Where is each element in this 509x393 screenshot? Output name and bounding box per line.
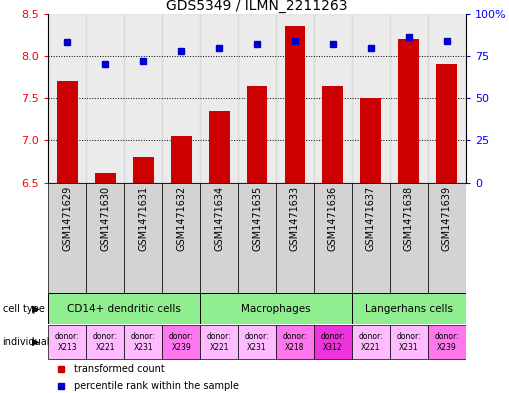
Bar: [436, 64, 457, 183]
Text: GSM1471634: GSM1471634: [214, 186, 224, 251]
Text: donor:
X312: donor: X312: [321, 332, 345, 352]
Text: GSM1471631: GSM1471631: [138, 186, 148, 251]
Text: donor:
X221: donor: X221: [358, 332, 383, 352]
Bar: [314, 183, 352, 293]
Text: GSM1471635: GSM1471635: [252, 186, 262, 251]
Bar: [87, 183, 124, 293]
Bar: [238, 14, 276, 183]
Bar: [390, 183, 428, 293]
Bar: [171, 136, 191, 183]
Bar: [276, 14, 314, 183]
Text: donor:
X218: donor: X218: [282, 332, 307, 352]
Bar: [48, 183, 87, 293]
Text: GSM1471630: GSM1471630: [100, 186, 110, 251]
Text: donor:
X221: donor: X221: [93, 332, 118, 352]
Title: GDS5349 / ILMN_2211263: GDS5349 / ILMN_2211263: [166, 0, 348, 13]
Text: donor:
X231: donor: X231: [131, 332, 156, 352]
Bar: [124, 325, 162, 359]
Text: donor:
X231: donor: X231: [397, 332, 421, 352]
Bar: [124, 14, 162, 183]
Bar: [360, 98, 381, 183]
Text: donor:
X231: donor: X231: [245, 332, 269, 352]
Bar: [390, 325, 428, 359]
Bar: [428, 183, 466, 293]
Text: GSM1471629: GSM1471629: [62, 186, 72, 251]
Bar: [352, 294, 466, 323]
Bar: [124, 183, 162, 293]
Bar: [48, 294, 200, 323]
Text: GSM1471633: GSM1471633: [290, 186, 300, 251]
Text: GSM1471636: GSM1471636: [328, 186, 338, 251]
Bar: [246, 86, 267, 183]
Text: transformed count: transformed count: [74, 364, 164, 374]
Bar: [200, 183, 238, 293]
Text: donor:
X221: donor: X221: [207, 332, 232, 352]
Bar: [200, 294, 352, 323]
Bar: [390, 14, 428, 183]
Bar: [162, 183, 200, 293]
Bar: [285, 26, 305, 183]
Bar: [48, 14, 87, 183]
Bar: [276, 325, 314, 359]
Bar: [399, 39, 419, 183]
Bar: [133, 157, 154, 183]
Text: individual: individual: [3, 337, 50, 347]
Bar: [238, 325, 276, 359]
Bar: [352, 183, 390, 293]
Text: Macrophages: Macrophages: [241, 303, 311, 314]
Bar: [238, 183, 276, 293]
Text: percentile rank within the sample: percentile rank within the sample: [74, 381, 239, 391]
Bar: [87, 14, 124, 183]
Bar: [352, 325, 390, 359]
Bar: [323, 86, 344, 183]
Bar: [57, 81, 78, 183]
Text: donor:
X239: donor: X239: [435, 332, 459, 352]
Text: donor:
X239: donor: X239: [169, 332, 193, 352]
Bar: [314, 325, 352, 359]
Bar: [428, 14, 466, 183]
Text: cell type: cell type: [3, 303, 44, 314]
Bar: [95, 173, 116, 183]
Text: ▶: ▶: [32, 303, 39, 314]
Text: GSM1471639: GSM1471639: [442, 186, 452, 251]
Bar: [200, 325, 238, 359]
Bar: [200, 14, 238, 183]
Text: GSM1471637: GSM1471637: [366, 186, 376, 251]
Text: Langerhans cells: Langerhans cells: [365, 303, 453, 314]
Bar: [276, 183, 314, 293]
Text: CD14+ dendritic cells: CD14+ dendritic cells: [67, 303, 181, 314]
Bar: [162, 325, 200, 359]
Bar: [209, 111, 230, 183]
Bar: [352, 14, 390, 183]
Text: GSM1471638: GSM1471638: [404, 186, 414, 251]
Bar: [48, 325, 87, 359]
Bar: [87, 325, 124, 359]
Bar: [428, 325, 466, 359]
Text: donor:
X213: donor: X213: [55, 332, 79, 352]
Bar: [162, 14, 200, 183]
Text: GSM1471632: GSM1471632: [176, 186, 186, 251]
Bar: [314, 14, 352, 183]
Text: ▶: ▶: [32, 337, 39, 347]
